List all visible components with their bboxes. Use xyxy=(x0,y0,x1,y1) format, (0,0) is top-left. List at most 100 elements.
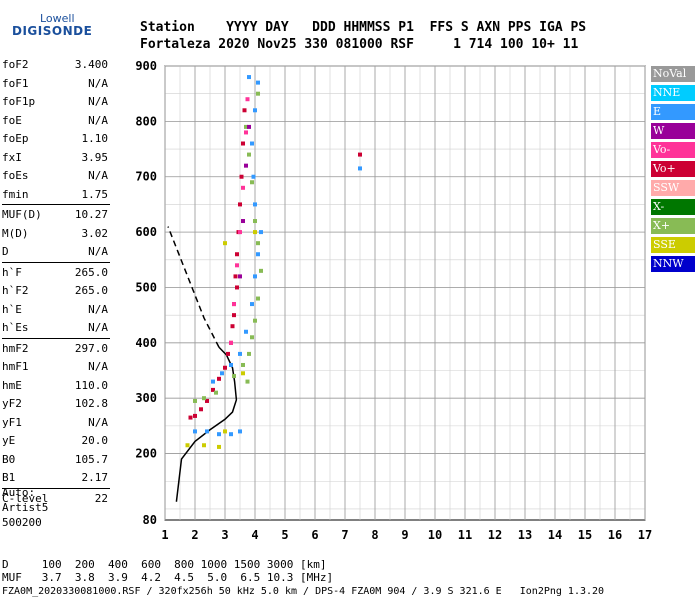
distance-line: D 100 200 400 600 800 1000 1500 3000 [km… xyxy=(2,558,327,571)
x-tick-label: 16 xyxy=(608,528,622,542)
logo-product: DIGISONDE xyxy=(12,24,93,38)
echo-point xyxy=(241,141,245,146)
x-tick-label: 4 xyxy=(251,528,258,542)
param-row-19: yF1 N/A xyxy=(2,416,108,432)
y-tick-label: 700 xyxy=(135,170,157,184)
param-row-13: h`E N/A xyxy=(2,303,108,319)
param-key: D xyxy=(2,245,9,258)
y-tick-label: 900 xyxy=(135,59,157,73)
echo-point xyxy=(232,313,236,318)
echo-point xyxy=(253,230,257,235)
echo-point xyxy=(193,398,197,403)
param-row-16: hmF1 N/A xyxy=(2,360,108,376)
x-tick-label: 17 xyxy=(638,528,652,542)
param-value: 3.400 xyxy=(74,58,108,71)
echo-point xyxy=(250,335,254,340)
param-value: N/A xyxy=(88,76,108,90)
auto-artist: Artist5 xyxy=(2,501,49,514)
echo-point xyxy=(229,432,233,437)
legend-item-sse: SSE xyxy=(651,237,695,253)
legend-item-ssw: SSW xyxy=(651,180,695,196)
echo-point xyxy=(253,108,257,113)
param-row-4: foEp 1.10 xyxy=(2,132,108,148)
param-row-2: foF1p N/A xyxy=(2,95,108,111)
param-row-14: h`Es N/A xyxy=(2,321,108,337)
echo-point xyxy=(245,379,250,384)
legend-item-vo+: Vo+ xyxy=(651,161,695,177)
echo-point xyxy=(256,296,260,301)
echo-point xyxy=(188,415,193,420)
echo-point xyxy=(239,174,244,179)
param-row-21: B0 105.7 xyxy=(2,453,108,469)
param-value: N/A xyxy=(88,113,108,127)
legend-item-vo-: Vo- xyxy=(651,142,695,158)
echo-point xyxy=(235,263,239,268)
param-value: 22 xyxy=(94,491,108,505)
param-row-20: yE 20.0 xyxy=(2,434,108,450)
param-key: h`E xyxy=(2,302,22,316)
legend-item-noval: NoVal xyxy=(651,66,695,82)
echo-point xyxy=(217,432,221,437)
param-row-0: foF2 3.400 xyxy=(2,58,108,74)
param-separator xyxy=(2,261,110,263)
echo-point xyxy=(256,241,260,246)
param-key: yE xyxy=(2,434,16,447)
param-value: 3.02 xyxy=(81,226,109,240)
echo-point xyxy=(256,91,260,96)
param-value: 265.0 xyxy=(74,265,108,279)
muf-line: MUF 3.7 3.8 3.9 4.2 4.5 5.0 6.5 10.3 [MH… xyxy=(2,571,334,584)
echo-point xyxy=(235,285,239,290)
echo-point xyxy=(238,429,242,434)
legend-item-nnw: NNW xyxy=(651,256,695,272)
param-row-3: foE N/A xyxy=(2,114,108,130)
param-row-11: h`F 265.0 xyxy=(2,266,108,282)
param-row-12: h`F2 265.0 xyxy=(2,284,108,300)
echo-point xyxy=(247,152,251,157)
echo-point xyxy=(241,219,245,224)
x-tick-label: 12 xyxy=(488,528,502,542)
param-key: B1 xyxy=(2,471,16,484)
param-key: foF1p xyxy=(2,95,36,108)
echo-point xyxy=(229,362,233,367)
echo-point xyxy=(247,351,251,356)
echo-point xyxy=(250,141,254,146)
y-tick-label: 300 xyxy=(135,391,157,405)
echo-point xyxy=(241,185,245,190)
param-key: C-level xyxy=(2,491,49,505)
header-line-2: Fortaleza 2020 Nov25 330 081000 RSF 1 71… xyxy=(140,37,579,52)
echo-point xyxy=(253,202,257,207)
echo-point xyxy=(211,379,215,384)
param-separator xyxy=(2,204,110,205)
echo-point xyxy=(238,274,242,279)
x-tick-label: 10 xyxy=(428,528,442,542)
legend-item-e: E xyxy=(651,104,695,120)
x-tick-label: 11 xyxy=(458,528,472,542)
echo-point xyxy=(247,124,251,129)
echo-point xyxy=(211,387,215,392)
echo-point xyxy=(250,180,254,185)
legend-item-w: W xyxy=(651,123,695,139)
param-key: M(D) xyxy=(2,226,29,240)
profile-dashed-line xyxy=(167,226,220,348)
echo-point xyxy=(253,274,257,279)
x-tick-label: 5 xyxy=(281,528,288,542)
legend-item-x+: X+ xyxy=(651,218,695,234)
x-tick-label: 8 xyxy=(371,528,378,542)
echo-point xyxy=(229,340,233,345)
param-key: fmin xyxy=(2,187,29,201)
param-value: 297.0 xyxy=(74,341,108,355)
echo-point xyxy=(205,429,209,434)
param-separator xyxy=(2,487,110,489)
echo-point xyxy=(233,274,238,279)
echo-point xyxy=(253,219,257,224)
echo-point xyxy=(245,97,250,102)
param-key: h`F2 xyxy=(2,284,29,297)
param-value: 20.0 xyxy=(81,434,109,447)
param-row-18: yF2 102.8 xyxy=(2,397,108,413)
echo-point xyxy=(223,365,227,370)
echo-point xyxy=(241,371,245,376)
param-value: N/A xyxy=(88,360,108,373)
param-value: 1.10 xyxy=(81,132,109,145)
echo-point xyxy=(241,362,245,367)
